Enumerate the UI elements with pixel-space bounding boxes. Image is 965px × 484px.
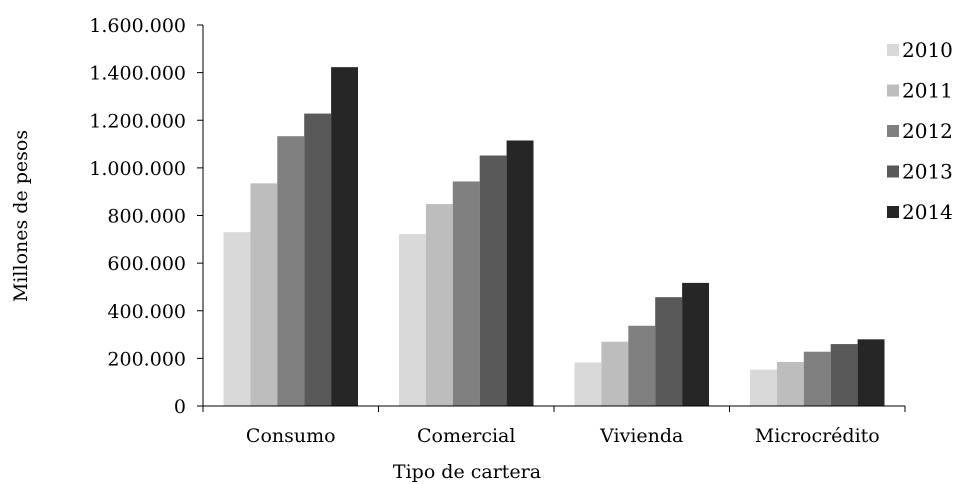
legend-label: 2011 (902, 79, 953, 103)
y-tick-label: 1.400.000 (89, 63, 186, 85)
bar-2010-consumo (223, 232, 251, 406)
legend-label: 2013 (902, 160, 953, 184)
bar-2014-vivienda (682, 282, 709, 406)
legend-label: 2012 (902, 119, 953, 143)
x-tick-label: Vivienda (599, 425, 683, 447)
legend-label: 2010 (902, 38, 953, 62)
bar-2014-consumo (331, 67, 358, 406)
x-axis-title: Tipo de cartera (393, 461, 541, 483)
bar-2013-consumo (304, 113, 332, 407)
x-axis: Consumo Comercial Vivienda Microcrédito (202, 405, 906, 447)
y-tick-label: 800.000 (107, 206, 186, 228)
y-tick-label: 1.600.000 (89, 15, 186, 37)
x-tick-label: Microcrédito (755, 425, 880, 447)
bar-2014-comercial (506, 140, 534, 406)
y-tick-label: 0 (174, 396, 186, 418)
legend-swatch (887, 84, 899, 97)
legend-label: 2014 (902, 200, 953, 224)
y-tick-label: 600.000 (107, 253, 186, 275)
y-tick-label: 1.200.000 (89, 110, 186, 132)
x-tick-label: Consumo (246, 425, 336, 447)
y-tick-label: 1.000.000 (89, 158, 186, 180)
bar-2011-microcrédito (776, 361, 804, 406)
bar-2013-microcrédito (830, 344, 858, 406)
bar-2012-vivienda (628, 325, 656, 406)
legend: 2010 2011 2012 2013 2014 (887, 38, 953, 224)
bar-2014-microcrédito (857, 339, 885, 406)
legend-swatch (887, 206, 899, 218)
bar-2010-microcrédito (750, 369, 777, 406)
legend-swatch (887, 165, 899, 178)
bar-2013-comercial (479, 155, 507, 406)
bar-2012-microcrédito (803, 351, 831, 406)
bar-2011-comercial (425, 204, 453, 406)
bars (223, 67, 885, 407)
legend-swatch (887, 125, 899, 137)
bar-2012-consumo (277, 136, 305, 406)
x-tick-label: Comercial (417, 425, 515, 447)
y-axis-title: Millones de pesos (10, 130, 32, 302)
y-tick-label: 200.000 (107, 348, 186, 370)
bar-2013-vivienda (655, 297, 683, 406)
y-axis: 0 200.000 400.000 600.000 800.000 1.000.000 1.… (89, 15, 204, 418)
bar-2010-comercial (399, 234, 426, 406)
bar-2012-comercial (452, 181, 480, 406)
legend-swatch (887, 44, 899, 56)
y-tick-label: 400.000 (107, 301, 186, 323)
bar-2010-vivienda (574, 362, 602, 406)
bar-2011-vivienda (601, 341, 629, 406)
bar-2011-consumo (250, 183, 278, 406)
